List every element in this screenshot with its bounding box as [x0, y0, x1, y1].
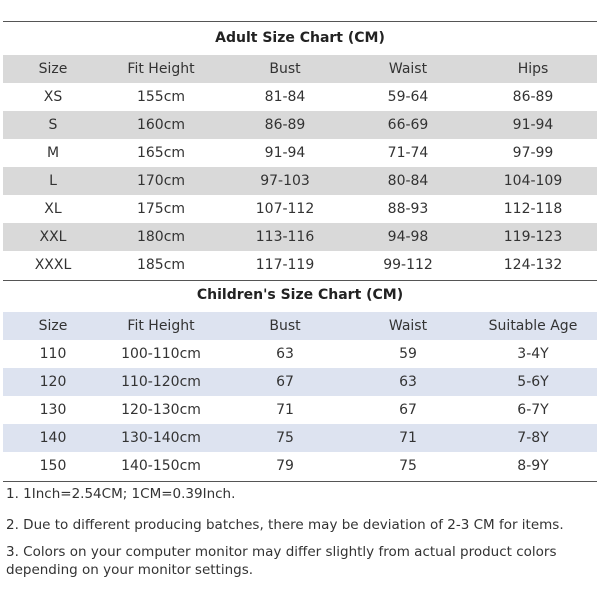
- table-cell: 99-112: [383, 257, 433, 273]
- table-cell: XXL: [39, 229, 67, 245]
- table-cell: 75: [399, 458, 417, 474]
- table-cell: Waist: [388, 61, 428, 77]
- table-cell: 71: [276, 402, 294, 418]
- table-row: M 165cm 91-94 71-74 97-99: [3, 139, 597, 167]
- table-cell: Fit Height: [127, 318, 195, 334]
- table-cell: XL: [44, 201, 62, 217]
- table-cell: Suitable Age: [488, 318, 578, 334]
- table-cell: 66-69: [387, 117, 429, 133]
- table-cell: 63: [399, 374, 417, 390]
- table-cell: 91-94: [512, 117, 554, 133]
- table-cell: Hips: [517, 61, 549, 77]
- table-row: L 170cm 97-103 80-84 104-109: [3, 167, 597, 195]
- table-row: 150 140-150cm 79 75 8-9Y: [3, 452, 597, 480]
- adult-title: Adult Size Chart (CM): [215, 30, 385, 46]
- table-cell: 97-99: [512, 145, 554, 161]
- table-cell: Waist: [388, 318, 428, 334]
- middle-rule: [3, 280, 597, 281]
- table-row: S 160cm 86-89 66-69 91-94: [3, 111, 597, 139]
- table-cell: L: [49, 173, 57, 189]
- table-cell: 155cm: [136, 89, 186, 105]
- table-cell: 110-120cm: [121, 374, 201, 390]
- table-cell: 100-110cm: [121, 346, 201, 362]
- table-cell: Bust: [269, 318, 301, 334]
- table-cell: 160cm: [136, 117, 186, 133]
- table-cell: 3-4Y: [517, 346, 549, 362]
- table-cell: 91-94: [264, 145, 306, 161]
- table-cell: 104-109: [503, 173, 563, 189]
- table-cell: 86-89: [264, 117, 306, 133]
- table-cell: 97-103: [260, 173, 310, 189]
- table-cell: 7-8Y: [517, 430, 549, 446]
- table-cell: 120: [39, 374, 67, 390]
- table-cell: 81-84: [264, 89, 306, 105]
- table-cell: 94-98: [387, 229, 429, 245]
- table-cell: 71: [399, 430, 417, 446]
- children-title: Children's Size Chart (CM): [196, 287, 404, 303]
- table-row: XXXL 185cm 117-119 99-112 124-132: [3, 251, 597, 279]
- table-cell: 67: [399, 402, 417, 418]
- table-cell: 140-150cm: [121, 458, 201, 474]
- table-cell: 165cm: [136, 145, 186, 161]
- table-cell: 130-140cm: [121, 430, 201, 446]
- table-cell: 8-9Y: [517, 458, 549, 474]
- table-cell: 86-89: [512, 89, 554, 105]
- table-cell: 6-7Y: [517, 402, 549, 418]
- table-cell: 150: [39, 458, 67, 474]
- table-row: 140 130-140cm 75 71 7-8Y: [3, 424, 597, 452]
- header-row: Size Fit Height Bust Waist Hips: [3, 55, 597, 83]
- top-rule: [3, 21, 597, 22]
- table-cell: 120-130cm: [121, 402, 201, 418]
- note: 3. Colors on your computer monitor may d…: [6, 544, 557, 578]
- bottom-rule: [3, 481, 597, 482]
- table-cell: 59-64: [387, 89, 429, 105]
- table-cell: 63: [276, 346, 294, 362]
- table-row: XS 155cm 81-84 59-64 86-89: [3, 83, 597, 111]
- table-cell: Size: [38, 318, 68, 334]
- table-cell: 88-93: [387, 201, 429, 217]
- note: 2. Due to different producing batches, t…: [6, 517, 564, 533]
- table-cell: 71-74: [387, 145, 429, 161]
- table-cell: XS: [43, 89, 63, 105]
- table-cell: 117-119: [255, 257, 315, 273]
- table-cell: 119-123: [503, 229, 563, 245]
- table-cell: 175cm: [136, 201, 186, 217]
- table-cell: 79: [276, 458, 294, 474]
- table-cell: S: [48, 117, 58, 133]
- table-cell: 59: [399, 346, 417, 362]
- table-cell: 170cm: [136, 173, 186, 189]
- table-cell: 124-132: [503, 257, 563, 273]
- table-cell: 140: [39, 430, 67, 446]
- table-cell: Bust: [269, 61, 301, 77]
- table-cell: 75: [276, 430, 294, 446]
- table-cell: 107-112: [255, 201, 315, 217]
- table-cell: 113-116: [255, 229, 315, 245]
- note: 1. 1Inch=2.54CM; 1CM=0.39Inch.: [6, 486, 236, 502]
- table-cell: Size: [38, 61, 68, 77]
- table-row: XXL 180cm 113-116 94-98 119-123: [3, 223, 597, 251]
- table-row: XL 175cm 107-112 88-93 112-118: [3, 195, 597, 223]
- table-row: 120 110-120cm 67 63 5-6Y: [3, 368, 597, 396]
- header-row: Size Fit Height Bust Waist Suitable Age: [3, 312, 597, 340]
- table-cell: 185cm: [136, 257, 186, 273]
- table-row: 130 120-130cm 71 67 6-7Y: [3, 396, 597, 424]
- table-cell: XXXL: [34, 257, 72, 273]
- table-cell: 67: [276, 374, 294, 390]
- table-row: 110 100-110cm 63 59 3-4Y: [3, 340, 597, 368]
- table-cell: 180cm: [136, 229, 186, 245]
- table-cell: M: [46, 145, 60, 161]
- table-cell: 112-118: [503, 201, 563, 217]
- table-cell: Fit Height: [127, 61, 195, 77]
- table-cell: 5-6Y: [517, 374, 549, 390]
- table-cell: 130: [39, 402, 67, 418]
- table-cell: 110: [39, 346, 67, 362]
- table-cell: 80-84: [387, 173, 429, 189]
